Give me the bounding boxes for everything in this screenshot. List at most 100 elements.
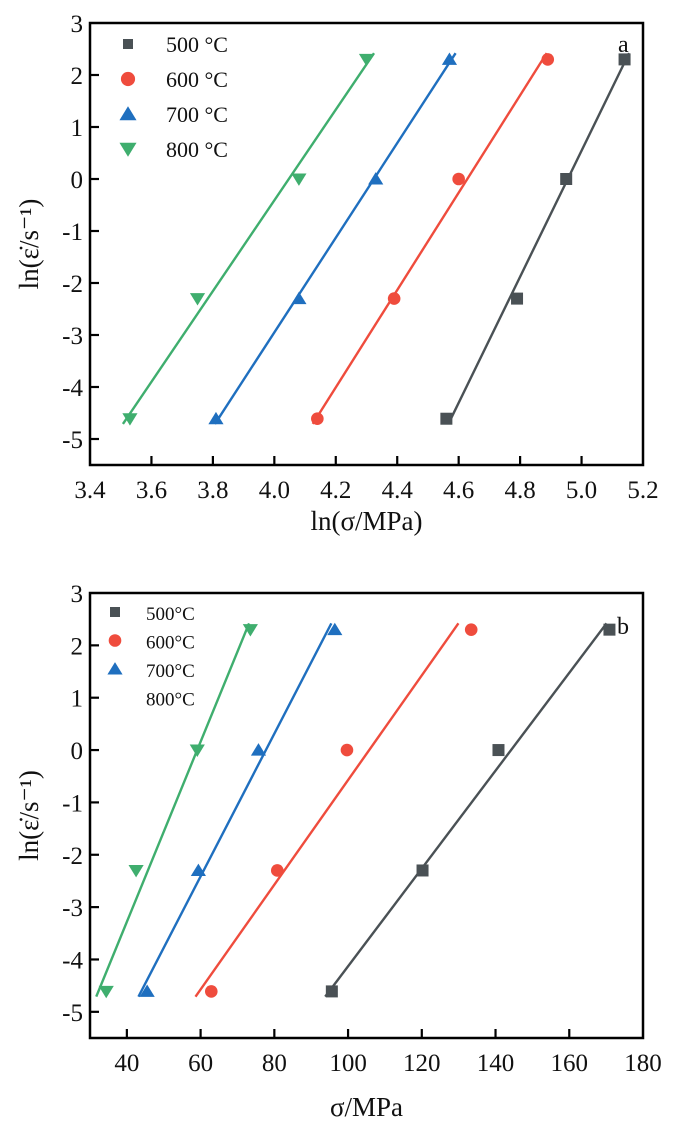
x-tick-label: 3.6 xyxy=(136,477,167,504)
y-tick-label: -5 xyxy=(62,427,83,454)
series-800 xyxy=(121,52,376,426)
y-tick-label: -2 xyxy=(62,271,83,298)
data-point-800 xyxy=(98,985,114,999)
fit-line-500 xyxy=(447,52,631,425)
x-tick-label: 4.0 xyxy=(259,477,290,504)
data-point-800 xyxy=(291,173,307,186)
legend-label: 800 °C xyxy=(166,137,228,162)
data-point-500 xyxy=(511,292,524,305)
x-tick-label: 40 xyxy=(114,1050,139,1077)
data-point-800 xyxy=(128,864,144,878)
x-tick-label: 60 xyxy=(188,1050,213,1077)
legend-item-500: 500°C xyxy=(110,604,195,625)
series-500 xyxy=(440,52,631,425)
data-point-700 xyxy=(368,172,384,185)
x-tick-label: 160 xyxy=(551,1050,589,1077)
legend-item-800: 800°C xyxy=(146,690,195,711)
y-tick-label: 2 xyxy=(71,633,84,660)
x-axis-title: σ/MPa xyxy=(330,1092,403,1122)
legend: 500°C 600°C 700°C 800°C xyxy=(107,604,195,711)
legend-marker-600 xyxy=(108,634,122,647)
legend-item-500: 500 °C xyxy=(123,32,228,57)
y-tick-label: -3 xyxy=(62,895,83,922)
series-700 xyxy=(137,622,343,998)
y-tick-label: -4 xyxy=(62,375,83,402)
data-point-600 xyxy=(270,864,284,877)
x-tick-label: 140 xyxy=(477,1050,515,1077)
legend-marker-700 xyxy=(119,106,137,121)
plot-frame xyxy=(88,21,645,467)
legend-label: 500 °C xyxy=(166,32,228,57)
y-tick-label: 0 xyxy=(71,738,84,765)
y-tick-label: 3 xyxy=(71,581,84,608)
data-point-700 xyxy=(441,52,458,65)
data-point-600 xyxy=(387,292,401,305)
legend-marker-700 xyxy=(107,662,123,675)
data-point-700 xyxy=(139,984,155,997)
legend-item-700: 700°C xyxy=(107,661,195,682)
y-tick-label: -1 xyxy=(62,219,83,246)
legend-marker-500 xyxy=(123,39,133,49)
y-tick-label: 1 xyxy=(71,115,84,142)
series-800 xyxy=(95,622,258,999)
data-point-700 xyxy=(190,863,206,876)
x-tick-label: 3.8 xyxy=(197,477,228,504)
y-tick-label: 2 xyxy=(71,63,84,90)
x-tick-label: 4.6 xyxy=(443,477,474,504)
data-point-500 xyxy=(440,412,453,425)
legend-item-600: 600°C xyxy=(108,633,195,654)
data-point-600 xyxy=(340,743,354,757)
y-tick-label: -2 xyxy=(62,843,83,870)
data-point-600 xyxy=(452,172,465,186)
data-point-500 xyxy=(416,864,429,877)
legend-label: 600 °C xyxy=(166,67,228,92)
data-point-800 xyxy=(122,413,138,426)
data-point-500 xyxy=(618,53,631,66)
data-point-500 xyxy=(560,173,573,185)
legend-marker-500 xyxy=(110,607,120,617)
x-tick-label: 100 xyxy=(329,1050,367,1077)
legend-item-800: 800 °C xyxy=(119,137,228,162)
y-axis-title: ln(ε̇/s⁻¹) xyxy=(14,770,44,861)
data-point-600 xyxy=(204,985,218,998)
data-point-800 xyxy=(242,624,258,637)
data-point-600 xyxy=(311,412,324,426)
chart-panel-b: 40 60 80 100 120 140 160 180 -5 -4 -3 -2 -1 0 1 2 3 σ/MPa… xyxy=(14,581,662,1122)
chart-panel-a: 3.4 3.6 3.8 4.0 4.2 4.4 4.6 4.8 5.0 5.2 -5 -4 -3 -2 -1… xyxy=(14,11,659,536)
series-600 xyxy=(311,52,555,426)
x-axis-title: ln(σ/MPa) xyxy=(310,506,422,536)
y-tick-label: -4 xyxy=(62,947,83,974)
x-tick-label: 4.8 xyxy=(504,477,535,504)
legend-item-600: 600 °C xyxy=(120,67,228,92)
series-500 xyxy=(324,622,616,998)
legend-label: 700°C xyxy=(146,661,195,682)
x-tick-label: 80 xyxy=(262,1050,287,1077)
x-tick-label: 120 xyxy=(403,1050,441,1077)
fit-line-800 xyxy=(121,52,376,425)
data-point-700 xyxy=(327,622,343,636)
fit-line-600 xyxy=(311,52,548,425)
legend-label: 600°C xyxy=(146,633,195,654)
x-tick-label: 180 xyxy=(624,1050,662,1077)
panel-label: b xyxy=(617,614,629,640)
data-point-500 xyxy=(492,744,505,757)
legend-item-700: 700 °C xyxy=(119,102,228,127)
panel-label: a xyxy=(618,32,629,58)
data-point-800 xyxy=(189,293,206,306)
data-point-700 xyxy=(291,291,307,305)
x-tick-label: 3.4 xyxy=(74,477,106,504)
y-tick-label: 1 xyxy=(71,686,84,713)
legend-label: 700 °C xyxy=(166,102,228,127)
x-tick-label: 4.2 xyxy=(320,477,351,504)
fit-line-500 xyxy=(324,622,608,998)
fit-line-700 xyxy=(213,52,457,425)
y-tick-label: -5 xyxy=(62,1000,83,1027)
legend-label: 800°C xyxy=(146,690,195,711)
fit-line-700 xyxy=(137,622,333,998)
x-tick-label: 4.4 xyxy=(382,477,414,504)
x-tick-label: 5.2 xyxy=(627,477,658,504)
data-point-600 xyxy=(541,53,555,66)
series-700 xyxy=(208,52,458,425)
fit-line-600 xyxy=(194,622,460,998)
